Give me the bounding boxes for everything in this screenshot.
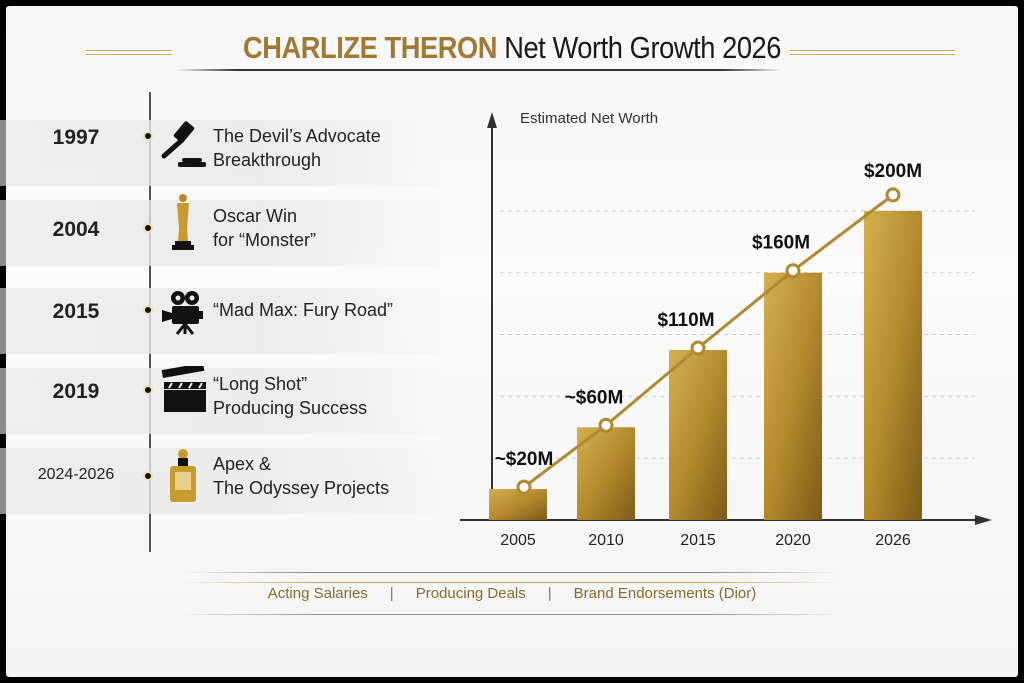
timeline-year: 2019 <box>52 380 100 403</box>
x-tick-label: 2005 <box>500 532 536 549</box>
event-subtitle: The Odyssey Projects <box>213 478 390 498</box>
footer-item-endorsements: Brand Endorsements (Dior) <box>573 585 757 602</box>
event-subtitle: Producing Success <box>213 398 368 418</box>
bar-2020 <box>764 272 822 520</box>
oscar-statue-icon <box>160 192 206 250</box>
trend-point <box>690 340 706 356</box>
timeline-year: 2015 <box>52 300 100 323</box>
footer-separator: | <box>547 585 552 602</box>
clapperboard-icon <box>160 362 206 416</box>
footer-legend: Acting Salaries | Producing Deals | Brand En… <box>0 585 1024 602</box>
timeline-dot <box>143 385 153 395</box>
bar-2005 <box>489 489 547 520</box>
event-title: The Devil’s Advocate <box>213 126 381 146</box>
bar-2010 <box>577 427 635 520</box>
y-axis-label: Estimated Net Worth <box>520 110 658 127</box>
footer-separator: | <box>389 585 394 602</box>
event-subtitle: for “Monster” <box>213 230 317 250</box>
timeline-event: “Mad Max: Fury Road” <box>213 298 393 322</box>
data-label: ~$60M <box>565 387 624 408</box>
timeline-event: “Long Shot” Producing Success <box>213 372 367 420</box>
x-tick-label: 2010 <box>588 532 624 549</box>
timeline-year: 2024-2026 <box>37 466 115 483</box>
timeline-event: The Devil’s Advocate Breakthrough <box>213 124 381 172</box>
data-label: $160M <box>752 233 810 254</box>
title-decoration-left <box>86 50 172 55</box>
timeline-dot <box>143 223 153 233</box>
timeline-row: 2024-2026 Apex & The Odyssey Projects <box>0 448 440 514</box>
footer-divider-gold <box>180 582 840 583</box>
footer-divider-bottom <box>180 614 840 615</box>
perfume-bottle-icon <box>160 448 206 502</box>
bar-2015 <box>669 350 727 520</box>
event-subtitle: Breakthrough <box>213 150 322 170</box>
timeline-row: 1997 The Devil’s Advocate Breakthrough <box>0 120 440 186</box>
x-tick-label: 2020 <box>775 532 811 549</box>
title-name: CHARLIZE THERON <box>242 30 498 65</box>
timeline-event: Oscar Win for “Monster” <box>213 204 316 252</box>
event-title: Apex & <box>213 454 272 474</box>
timeline-year: 2004 <box>52 218 100 241</box>
event-title: Oscar Win <box>213 206 298 226</box>
timeline-row: 2015 “Mad Max: Fury Road” <box>0 288 440 354</box>
timeline-event: Apex & The Odyssey Projects <box>213 452 389 500</box>
timeline-dot <box>143 471 153 481</box>
x-tick-label: 2026 <box>875 532 911 549</box>
event-title: “Long Shot” <box>213 374 308 394</box>
footer-item-producing: Producing Deals <box>415 585 526 602</box>
trend-point <box>516 479 532 495</box>
footer-item-acting: Acting Salaries <box>267 585 368 602</box>
footer-divider-top <box>180 572 840 573</box>
timeline-year: 1997 <box>52 126 100 149</box>
trend-point <box>885 187 901 203</box>
title-decoration-right <box>790 50 955 55</box>
data-label: ~$20M <box>495 449 554 470</box>
timeline-dot <box>143 131 153 141</box>
title-underline <box>176 69 782 71</box>
timeline-row: 2004 Oscar Win for “Monster” <box>0 194 440 266</box>
gavel-icon <box>160 118 206 168</box>
x-tick-label: 2015 <box>680 532 716 549</box>
film-camera-icon <box>160 288 206 338</box>
trend-point <box>598 417 614 433</box>
data-label: $200M <box>864 161 922 182</box>
title-rest: Net Worth Growth 2026 <box>504 30 782 65</box>
x-axis-arrow <box>975 515 992 525</box>
event-title: “Mad Max: Fury Road” <box>213 300 394 320</box>
timeline-dot <box>143 305 153 315</box>
bar-2026 <box>864 210 922 520</box>
trend-point <box>785 263 801 279</box>
page-title: CHARLIZE THERON Net Worth Growth 2026 <box>67 30 958 66</box>
data-label: $110M <box>657 310 714 331</box>
timeline-row: 2019 “Long Shot” Producing Success <box>0 362 440 434</box>
y-axis-arrow <box>487 112 497 128</box>
